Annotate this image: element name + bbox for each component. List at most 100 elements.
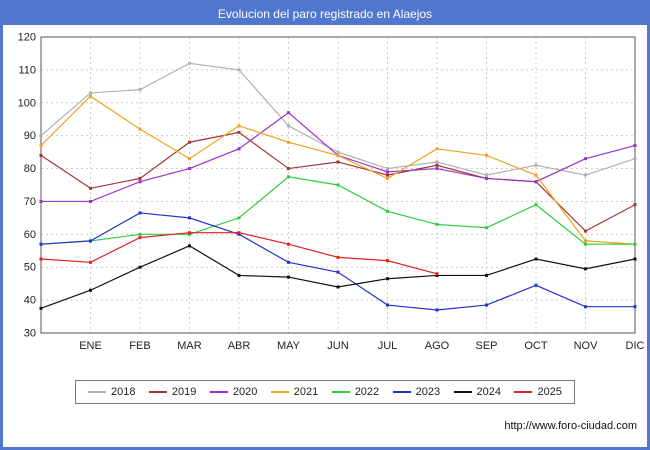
series-marker-2022 bbox=[534, 203, 538, 207]
series-marker-2020 bbox=[39, 199, 43, 203]
series-marker-2018 bbox=[534, 163, 538, 167]
x-tick-label: JUN bbox=[327, 340, 348, 352]
series-marker-2018 bbox=[435, 160, 439, 164]
legend-item-2025: 2025 bbox=[514, 386, 562, 398]
series-marker-2019 bbox=[138, 176, 142, 180]
legend-item-2024: 2024 bbox=[453, 386, 501, 398]
series-marker-2023 bbox=[336, 270, 340, 274]
legend-swatch-2020 bbox=[209, 391, 228, 393]
series-marker-2024 bbox=[485, 273, 488, 277]
series-marker-2019 bbox=[336, 160, 340, 164]
series-marker-2018 bbox=[287, 124, 290, 128]
series-marker-2024 bbox=[386, 277, 389, 281]
series-marker-2022 bbox=[386, 209, 389, 213]
series-marker-2018 bbox=[237, 68, 241, 72]
series-marker-2018 bbox=[633, 157, 637, 161]
legend-label-2019: 2019 bbox=[171, 386, 197, 398]
series-marker-2018 bbox=[188, 61, 191, 65]
series-marker-2018 bbox=[336, 150, 340, 154]
legend-label-2022: 2022 bbox=[354, 386, 380, 398]
series-marker-2020 bbox=[89, 199, 92, 203]
x-tick-label: SEP bbox=[475, 340, 497, 352]
series-marker-2025 bbox=[386, 259, 389, 263]
series-marker-2019 bbox=[435, 163, 439, 167]
x-tick-label: NOV bbox=[574, 340, 599, 352]
series-marker-2023 bbox=[534, 283, 538, 287]
legend-label-2023: 2023 bbox=[415, 386, 441, 398]
y-tick-label: 110 bbox=[18, 64, 36, 76]
series-marker-2020 bbox=[435, 167, 439, 171]
series-marker-2019 bbox=[287, 167, 290, 171]
plot-border bbox=[40, 36, 636, 334]
legend-item-2019: 2019 bbox=[148, 386, 197, 398]
series-marker-2025 bbox=[89, 260, 92, 264]
series-marker-2019 bbox=[584, 229, 587, 233]
y-tick-label: 30 bbox=[24, 328, 36, 340]
series-marker-2024 bbox=[89, 288, 92, 292]
series-marker-2022 bbox=[485, 226, 488, 230]
series-marker-2021 bbox=[435, 147, 439, 151]
series-marker-2020 bbox=[188, 167, 191, 171]
series-marker-2021 bbox=[336, 153, 340, 157]
series-marker-2025 bbox=[237, 231, 241, 235]
legend-swatch-2018 bbox=[88, 391, 106, 393]
series-marker-2021 bbox=[237, 124, 241, 128]
series-marker-2025 bbox=[188, 231, 191, 235]
series-marker-2021 bbox=[39, 144, 43, 148]
series-marker-2019 bbox=[633, 203, 637, 207]
y-tick-label: 40 bbox=[24, 295, 36, 307]
series-marker-2019 bbox=[188, 140, 191, 144]
x-tick-label: ABR bbox=[228, 340, 251, 352]
legend-item-2021: 2021 bbox=[270, 386, 318, 398]
legend-label-2025: 2025 bbox=[537, 386, 562, 398]
series-marker-2021 bbox=[386, 176, 389, 180]
series-marker-2021 bbox=[188, 157, 191, 161]
series-marker-2023 bbox=[485, 303, 488, 307]
y-tick-label: 80 bbox=[24, 163, 36, 175]
series-marker-2022 bbox=[237, 216, 241, 220]
series-marker-2021 bbox=[534, 173, 538, 177]
series-marker-2019 bbox=[39, 153, 43, 157]
series-marker-2021 bbox=[584, 239, 587, 243]
x-tick-label: MAR bbox=[177, 340, 202, 352]
series-marker-2024 bbox=[336, 285, 340, 289]
source-url[interactable]: http://www.foro-ciudad.com bbox=[504, 420, 637, 432]
series-marker-2020 bbox=[237, 147, 241, 151]
series-marker-2023 bbox=[89, 239, 92, 243]
series-marker-2018 bbox=[138, 88, 142, 92]
series-marker-2024 bbox=[237, 273, 241, 277]
y-tick-label: 100 bbox=[18, 97, 36, 109]
series-marker-2021 bbox=[485, 153, 488, 157]
series-marker-2020 bbox=[287, 111, 290, 115]
x-tick-label: ENE bbox=[79, 340, 102, 352]
legend-item-2018: 2018 bbox=[88, 386, 135, 398]
series-marker-2022 bbox=[633, 242, 637, 246]
series-marker-2020 bbox=[138, 180, 142, 184]
series-marker-2020 bbox=[633, 144, 637, 148]
series-marker-2024 bbox=[287, 275, 290, 279]
series-marker-2022 bbox=[188, 232, 191, 236]
x-tick-label: OCT bbox=[524, 340, 548, 352]
chart-area: 30 40 50 60 70 80 90 100 110 120 ENE FEB MAR ABR MAY JU… bbox=[3, 25, 647, 372]
series-marker-2024 bbox=[584, 267, 587, 271]
legend-item-2020: 2020 bbox=[209, 386, 257, 398]
legend-swatch-2019 bbox=[148, 391, 167, 393]
series-marker-2018 bbox=[39, 134, 43, 138]
legend-swatch-2024 bbox=[453, 391, 472, 393]
series-marker-2022 bbox=[138, 232, 142, 236]
series-marker-2023 bbox=[633, 305, 637, 309]
series-marker-2021 bbox=[89, 94, 92, 98]
legend-item-2023: 2023 bbox=[392, 386, 441, 398]
series-marker-2024 bbox=[39, 306, 43, 310]
series-marker-2024 bbox=[534, 257, 538, 261]
series-marker-2023 bbox=[39, 242, 43, 246]
series-marker-2019 bbox=[237, 130, 241, 134]
y-tick-label: 90 bbox=[24, 130, 36, 142]
series-marker-2018 bbox=[386, 167, 389, 171]
series-marker-2025 bbox=[435, 272, 439, 276]
x-tick-label: AGO bbox=[425, 340, 450, 352]
series-marker-2021 bbox=[138, 127, 142, 131]
series-marker-2025 bbox=[287, 242, 290, 246]
series-marker-2023 bbox=[237, 232, 241, 236]
legend-swatch-2022 bbox=[331, 391, 350, 393]
